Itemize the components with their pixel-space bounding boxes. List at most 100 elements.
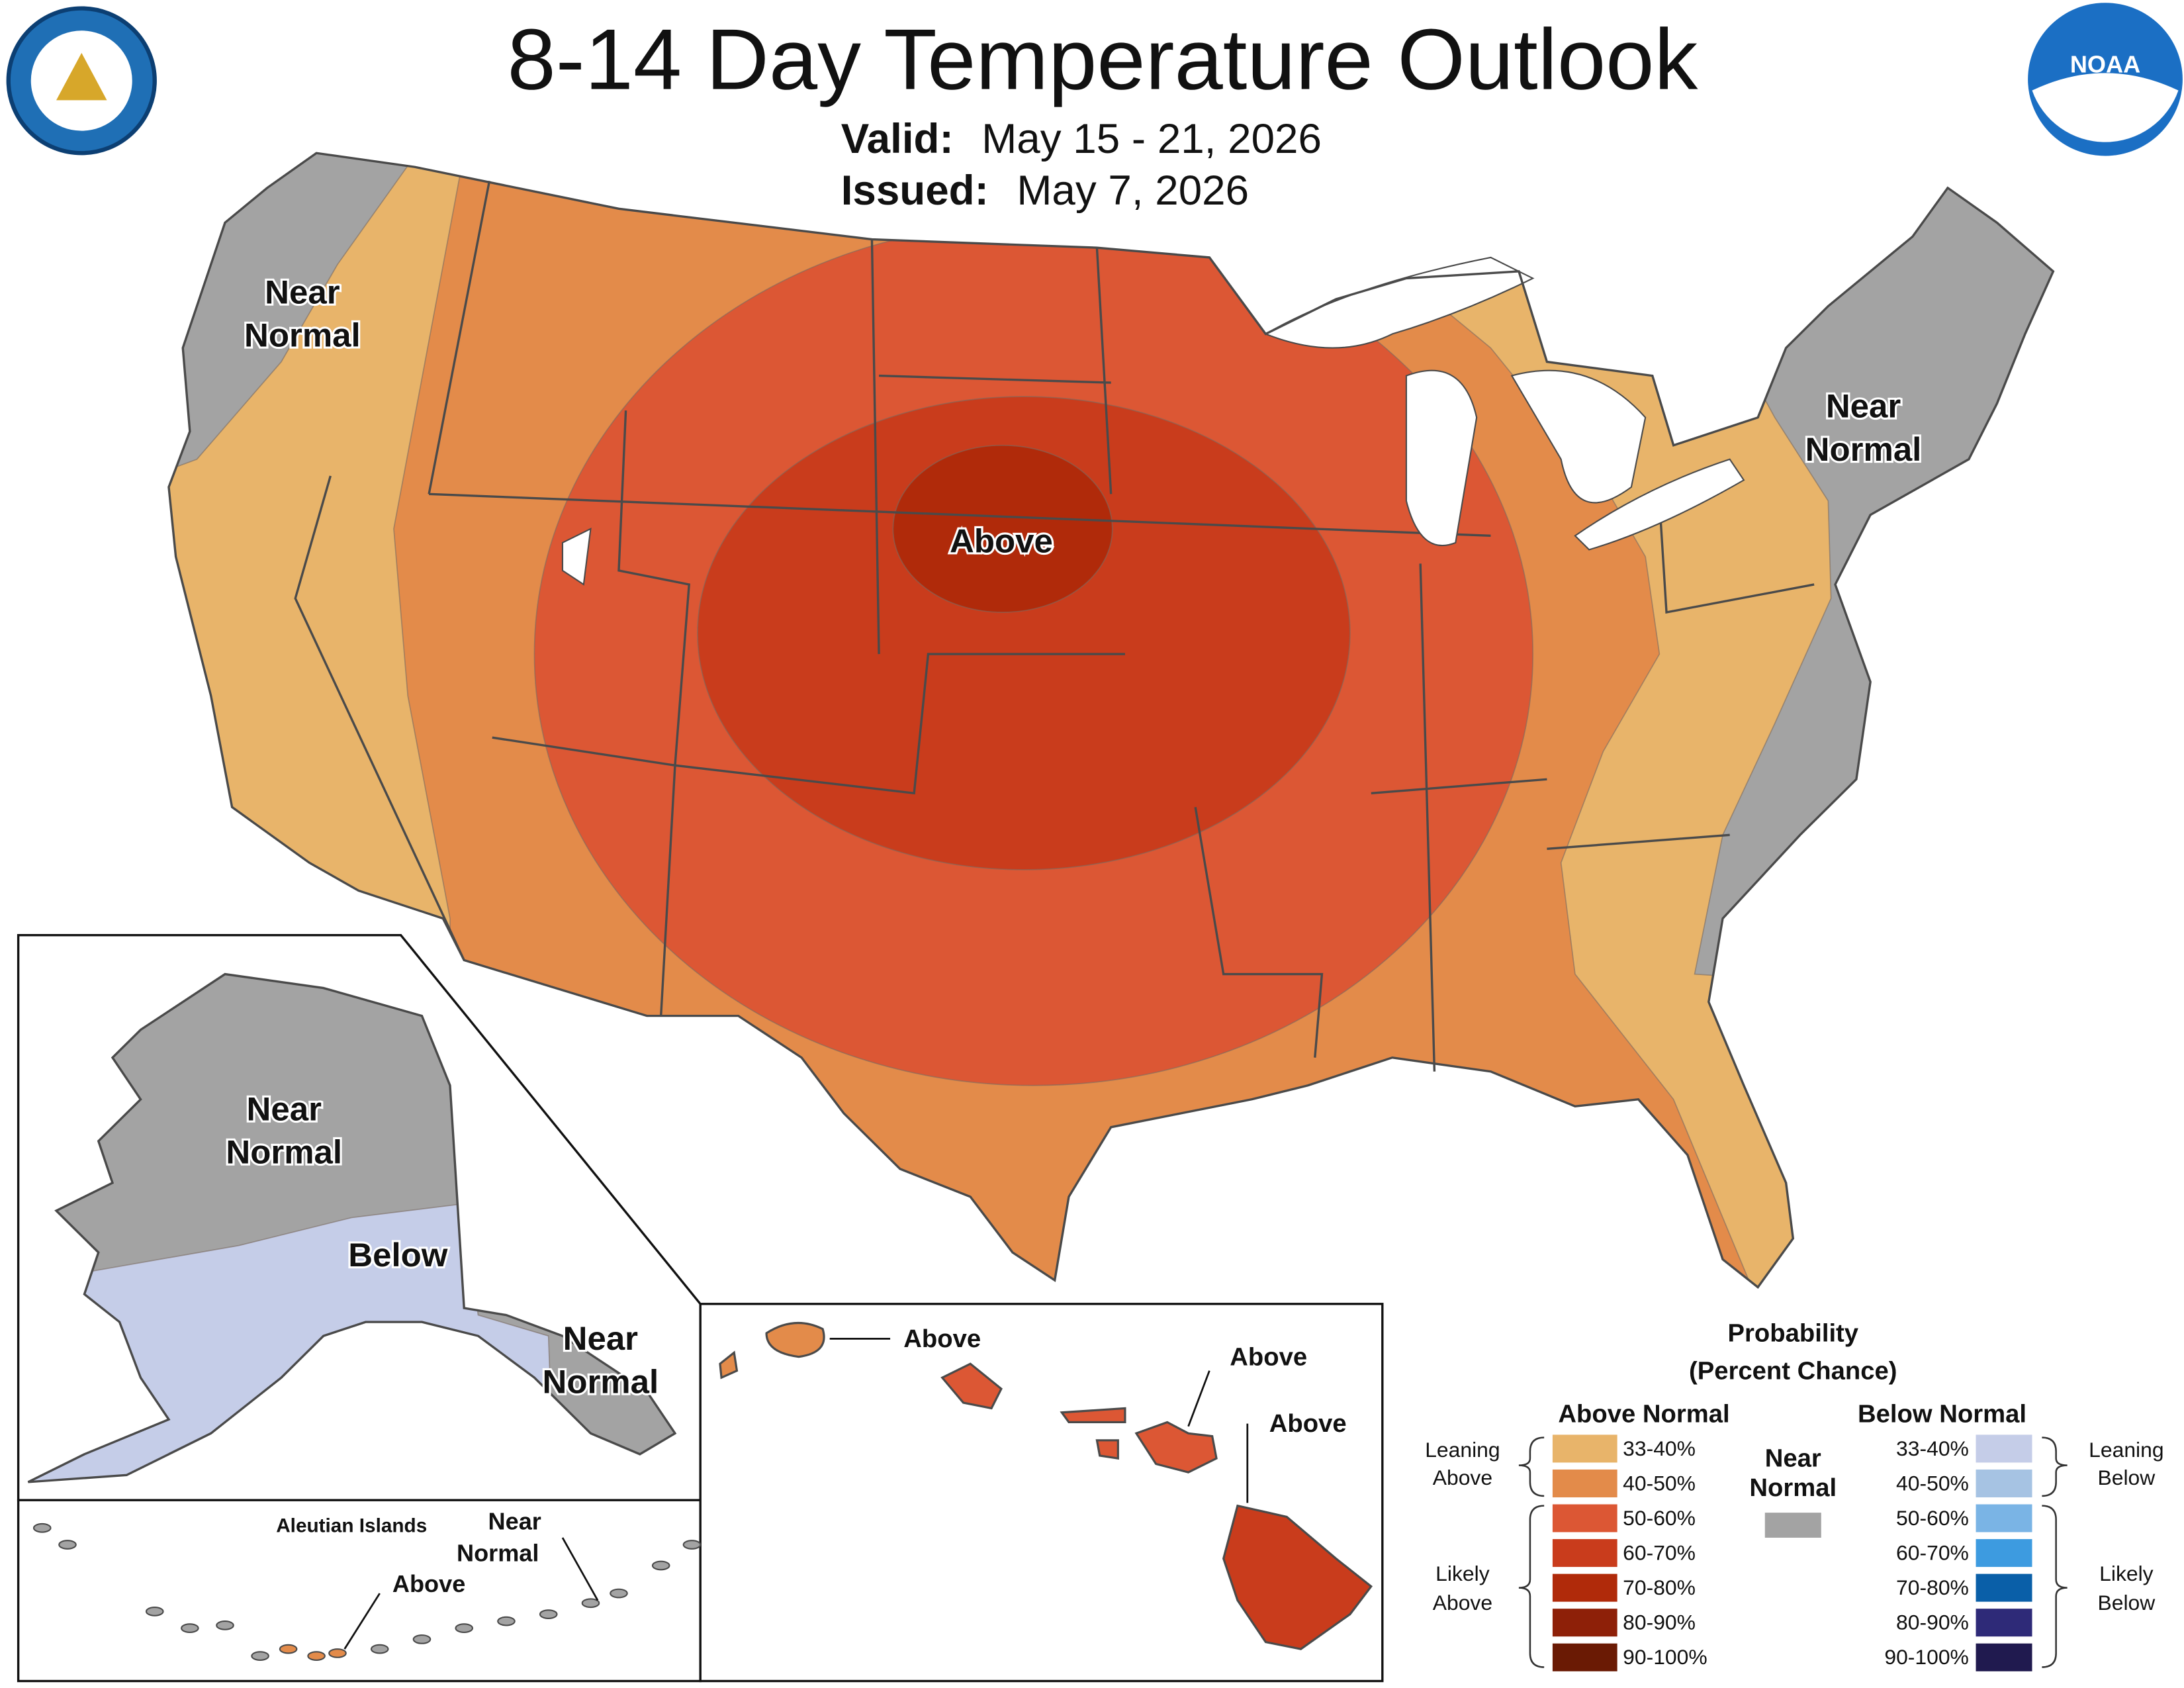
island — [32, 1523, 52, 1533]
legend-title: Probability — [1727, 1320, 1858, 1348]
legend-swatch — [1552, 1539, 1617, 1568]
lanai — [1095, 1439, 1119, 1460]
legend-swatch — [1552, 1504, 1617, 1532]
island — [651, 1560, 670, 1571]
map-label: Near — [1826, 387, 1901, 425]
noaa-logo-text: NOAA — [2070, 50, 2140, 77]
map-label: Above — [1230, 1343, 1307, 1371]
kauai — [765, 1321, 825, 1358]
great-lakes — [561, 256, 1745, 586]
map-label: Normal — [457, 1540, 539, 1567]
island — [539, 1609, 558, 1619]
region-60-70 — [697, 396, 1351, 870]
legend-label: 33-40% — [1896, 1436, 1969, 1460]
valid-label: Valid: — [841, 117, 954, 163]
island — [181, 1623, 199, 1633]
map-label: Normal — [226, 1133, 342, 1171]
region-70-80 — [892, 444, 1113, 613]
map-label: Near — [265, 273, 340, 311]
big-island — [1222, 1504, 1373, 1650]
legend-swatch — [1976, 1609, 2032, 1637]
state-borders — [294, 180, 1815, 1072]
legend-label: 60-70% — [1623, 1541, 1696, 1565]
map-label: Near — [247, 1090, 322, 1128]
molokai — [1060, 1407, 1126, 1424]
legend-label: 33-40% — [1623, 1436, 1696, 1460]
hawaii-islands — [719, 1321, 1373, 1650]
legend-group-label: Below — [2097, 1466, 2155, 1489]
valid-line: Valid: May 15 - 21, 2026 — [841, 117, 1322, 163]
legend-swatch — [1552, 1643, 1617, 1671]
map-label: Above — [392, 1570, 465, 1597]
island — [251, 1651, 269, 1662]
legend-swatch — [1552, 1469, 1617, 1497]
island — [145, 1607, 164, 1617]
legend-group-label: Above — [1433, 1466, 1492, 1489]
island — [682, 1540, 702, 1550]
legend-group-label: Below — [2097, 1591, 2155, 1615]
niihau — [719, 1350, 739, 1380]
legend-near-swatch — [1764, 1513, 1821, 1538]
legend-swatch — [1976, 1469, 2032, 1497]
map-label: Normal — [1805, 430, 1922, 468]
legend-swatch — [1552, 1434, 1617, 1463]
map-label: Normal — [244, 316, 361, 354]
legend-label: 40-50% — [1623, 1472, 1696, 1495]
legend-label: 40-50% — [1896, 1472, 1969, 1495]
map-label: Normal — [542, 1363, 659, 1401]
island — [216, 1620, 234, 1630]
aleutian-islands — [32, 1523, 702, 1662]
issued-line: Issued: May 7, 2026 — [841, 167, 1249, 214]
island — [581, 1598, 600, 1609]
legend-label: 50-60% — [1623, 1506, 1696, 1530]
valid-dates: May 15 - 21, 2026 — [981, 117, 1322, 163]
maui — [1134, 1421, 1218, 1474]
island — [328, 1648, 347, 1658]
oahu — [940, 1362, 1003, 1410]
noaa-logo-gull — [2032, 73, 2179, 142]
legend-label: 80-90% — [1896, 1611, 1969, 1634]
legend-swatch — [1976, 1504, 2032, 1532]
leader-lines — [343, 1537, 599, 1650]
title: 8-14 Day Temperature Outlook — [508, 11, 1698, 107]
map-label: Above — [1269, 1410, 1347, 1438]
island — [307, 1651, 326, 1662]
island — [455, 1623, 474, 1633]
legend: Probability (Percent Chance) Above Norma… — [1425, 1320, 2164, 1671]
aleutians-title: Aleutian Islands — [276, 1515, 427, 1537]
legend-label: 90-100% — [1623, 1645, 1707, 1669]
island — [58, 1540, 77, 1550]
legend-group-label: Leaning — [2089, 1438, 2163, 1462]
map-label: Above — [950, 522, 1053, 560]
map-label: Below — [348, 1236, 448, 1274]
issued-label: Issued: — [841, 167, 989, 214]
legend-group-label: Likely — [2099, 1562, 2154, 1585]
legend-below-title: Below Normal — [1858, 1401, 2026, 1429]
legend-near: Normal — [1749, 1474, 1837, 1502]
legend-group-label: Above — [1433, 1591, 1492, 1615]
state-lines — [294, 180, 1815, 1072]
legend-swatch — [1976, 1643, 2032, 1671]
island — [370, 1644, 389, 1654]
island — [412, 1634, 432, 1644]
legend-label: 90-100% — [1884, 1645, 1969, 1669]
map-label: Above — [903, 1325, 981, 1353]
legend-swatch — [1552, 1573, 1617, 1602]
map-label: Near — [563, 1319, 638, 1357]
legend-label: 80-90% — [1623, 1611, 1696, 1634]
island — [497, 1616, 516, 1626]
legend-title: (Percent Chance) — [1689, 1357, 1897, 1385]
legend-braces — [1518, 1436, 2068, 1668]
legend-label: 50-60% — [1896, 1506, 1969, 1530]
map-label: Near — [488, 1508, 541, 1535]
legend-swatch — [1976, 1539, 2032, 1568]
legend-swatch — [1552, 1609, 1617, 1637]
legend-swatch — [1976, 1573, 2032, 1602]
legend-swatch — [1976, 1434, 2032, 1463]
issued-date: May 7, 2026 — [1017, 167, 1249, 214]
legend-group-label: Leaning — [1425, 1438, 1500, 1462]
legend-label: 60-70% — [1896, 1541, 1969, 1565]
island — [279, 1644, 298, 1654]
